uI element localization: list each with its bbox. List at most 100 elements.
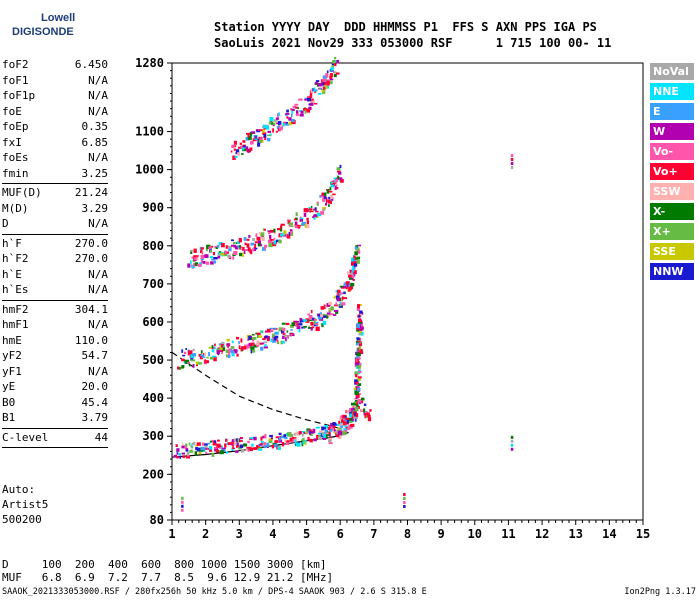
echo-point [250,349,253,354]
echo-point [307,436,310,441]
echo-point [357,321,362,324]
echo-point [189,449,193,452]
echo-point [248,342,253,346]
echo-point [354,270,357,275]
echo-point [510,435,514,439]
echo-point [192,348,195,351]
echo-point [296,110,299,115]
echo-point [358,346,361,351]
echo-point [281,330,285,334]
echo-point [338,420,340,424]
param-label: h`E [2,267,22,281]
y-tick-label: 1100 [135,125,164,139]
echo-point [358,357,361,360]
echo-point [510,439,514,443]
echo-point [314,214,317,218]
echo-point [510,154,514,157]
echo-point [299,113,304,117]
echo-point [313,217,316,220]
echo-point [284,439,287,442]
echo-point [277,113,279,117]
echo-point [357,304,360,309]
echo-point [312,88,314,92]
echo-point [333,296,336,299]
echo-point [351,261,356,266]
echo-point [351,271,354,273]
echo-point [325,84,328,89]
echo-point [295,442,298,447]
echo-point [230,150,233,153]
echo-point [188,442,191,446]
echo-point [262,124,268,129]
echo-point [187,263,191,268]
echo-point [281,441,285,447]
echo-point [185,443,188,448]
echo-point [247,449,250,452]
param-separator [2,427,108,429]
echo-point [333,179,336,183]
echo-point [287,335,289,339]
echo-point [257,335,263,338]
echo-point [267,239,273,244]
echo-point [200,255,205,259]
echo-point [184,359,190,364]
echo-point [178,453,181,456]
y-tick-label: 500 [142,353,164,367]
echo-point [328,190,333,193]
legend-item-vo: Vo- [650,143,694,160]
param-row: hmE 110.0 [2,333,108,349]
param-value: N/A [88,73,108,87]
echo-point [403,497,406,500]
echo-point [350,271,354,275]
echo-point [358,333,362,336]
echo-point [198,353,202,357]
echo-point [308,429,313,432]
echo-point [295,106,299,109]
echo-point [280,435,286,439]
echo-point [220,252,225,256]
echo-point [263,442,267,446]
param-row: yF2 54.7 [2,348,108,364]
echo-point [240,440,243,442]
echo-point [234,350,238,354]
echo-point [225,349,229,354]
echo-point [330,313,334,315]
echo-point [214,446,218,449]
echo-point [247,133,250,138]
echo-point [325,199,328,203]
echo-point [340,298,343,302]
echo-point [206,244,211,249]
echo-point [312,317,315,321]
echo-point [231,239,234,242]
echo-point [259,137,263,142]
param-row: h`F 270.0 [2,236,108,252]
logo-line1: Lowell [41,12,76,24]
echo-point [237,438,240,443]
echo-point [349,269,353,274]
echo-point [306,224,310,229]
echo-point [208,346,213,349]
echo-point [340,178,344,183]
echo-point [297,224,302,227]
autoscaling-info: Auto: Artist5 500200 [2,482,48,527]
echo-point [356,259,360,264]
echo-point [316,435,319,440]
echo-point [207,447,209,450]
echo-point [246,446,251,449]
y-tick-label: 400 [142,391,164,405]
echo-point [230,346,235,349]
echo-point [337,293,340,296]
echo-point [312,216,315,219]
echo-point [246,344,251,349]
echo-point [276,340,279,342]
echo-point [328,442,333,445]
echo-point [278,327,283,332]
legend-item-noval: NoVal [650,63,694,80]
echo-point [328,301,332,305]
echo-point [324,305,327,308]
echo-point [227,245,232,249]
param-row: yE 20.0 [2,379,108,395]
echo-point [255,129,259,132]
echo-point [289,324,294,328]
